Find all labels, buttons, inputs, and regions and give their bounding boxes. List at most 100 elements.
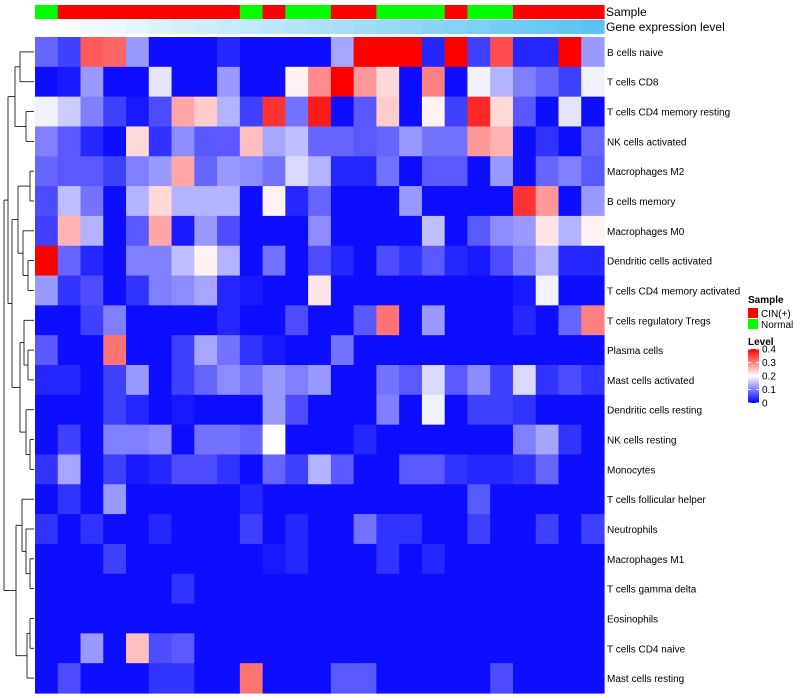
heatmap-cell — [262, 394, 286, 426]
heatmap-cell — [171, 663, 195, 694]
heatmap-cell — [103, 394, 127, 426]
heatmap-cell — [558, 335, 582, 366]
heatmap-cell — [512, 543, 537, 575]
heatmap-cell — [535, 454, 560, 485]
heatmap-cell — [421, 663, 446, 694]
heatmap-cell — [148, 66, 173, 98]
heatmap-cell — [444, 454, 469, 485]
gene-expression-annotation-cell — [581, 20, 605, 34]
heatmap-cell — [285, 245, 309, 277]
gene-expression-annotation-cell — [512, 20, 537, 34]
heatmap-cell — [35, 245, 59, 277]
heatmap-cell — [444, 633, 469, 664]
heatmap-cell — [581, 573, 605, 605]
heatmap-cell — [376, 543, 400, 575]
heatmap-cell — [148, 454, 173, 485]
heatmap-cell — [126, 514, 150, 545]
heatmap-cell — [535, 126, 560, 157]
heatmap-cell — [421, 484, 446, 515]
heatmap-cell — [490, 454, 514, 485]
heatmap-cell — [353, 335, 377, 366]
heatmap-cell — [239, 394, 264, 426]
heatmap-cell — [308, 275, 332, 306]
heatmap-cell — [308, 245, 332, 277]
heatmap-cell — [490, 543, 514, 575]
heatmap-cell — [467, 156, 491, 187]
heatmap-cell — [80, 454, 104, 485]
heatmap-cell — [308, 394, 332, 426]
row-label: NK cells activated — [607, 137, 686, 148]
heatmap-cell — [35, 215, 59, 247]
heatmap-cell — [535, 215, 560, 247]
level-tick-label: 0 — [762, 399, 768, 410]
heatmap-cell — [35, 573, 59, 605]
heatmap-cell — [217, 305, 241, 336]
heatmap-cell — [103, 424, 127, 456]
heatmap-cell — [399, 126, 423, 157]
heatmap-cell — [444, 543, 469, 575]
heatmap-cell — [80, 663, 104, 694]
heatmap-cell — [217, 394, 241, 426]
heatmap-cell — [285, 394, 309, 426]
heatmap-cell — [353, 37, 377, 68]
heatmap-cell — [353, 126, 377, 157]
heatmap-cell — [353, 424, 377, 456]
heatmap-cell — [262, 603, 286, 634]
heatmap-cell — [421, 365, 446, 396]
row-label: T cells gamma delta — [607, 585, 697, 596]
heatmap-cell — [35, 126, 59, 157]
heatmap-cell — [421, 543, 446, 575]
heatmap-cell — [35, 186, 59, 217]
heatmap-cell — [467, 186, 491, 217]
heatmap-cell — [353, 663, 377, 694]
heatmap-cell — [581, 66, 605, 98]
level-tick-label: 0.2 — [762, 372, 776, 383]
heatmap-cell — [171, 186, 195, 217]
heatmap-cell — [444, 156, 469, 187]
heatmap-cell — [194, 96, 218, 128]
heatmap-cell — [57, 633, 82, 664]
heatmap-cell — [467, 484, 491, 515]
heatmap-cell — [535, 156, 560, 187]
heatmap-cell — [285, 156, 309, 187]
heatmap-cell — [512, 424, 537, 456]
heatmap-cell — [57, 365, 82, 396]
heatmap-cell — [148, 186, 173, 217]
heatmap-cell — [262, 424, 286, 456]
heatmap-cell — [444, 275, 469, 306]
gene-expression-annotation-cell — [126, 20, 150, 34]
heatmap-cell — [126, 335, 150, 366]
heatmap-cell — [217, 96, 241, 128]
heatmap-cell — [126, 424, 150, 456]
heatmap-cell — [330, 633, 355, 664]
row-label: Eosinophils — [607, 614, 658, 625]
level-tick-label: 0.1 — [762, 385, 776, 396]
row-label: T cells follicular helper — [607, 495, 706, 506]
heatmap-cell — [330, 335, 355, 366]
heatmap-cell — [535, 543, 560, 575]
heatmap-cell — [444, 96, 469, 128]
heatmap-cell — [421, 126, 446, 157]
heatmap-cell — [285, 573, 309, 605]
heatmap-cell — [330, 275, 355, 306]
heatmap-cell — [490, 394, 514, 426]
heatmap-cell — [262, 245, 286, 277]
heatmap-cell — [330, 186, 355, 217]
sample-legend-title: Sample — [748, 295, 784, 306]
heatmap-cell — [353, 275, 377, 306]
heatmap-cell — [581, 454, 605, 485]
heatmap-cell — [57, 96, 82, 128]
heatmap-cell — [399, 663, 423, 694]
heatmap-cell — [103, 514, 127, 545]
heatmap-cell — [444, 365, 469, 396]
heatmap-cell — [126, 573, 150, 605]
heatmap-cell — [103, 633, 127, 664]
heatmap-cell — [421, 514, 446, 545]
heatmap-cell — [535, 484, 560, 515]
row-label: B cells naive — [607, 48, 664, 59]
heatmap-cell — [444, 66, 469, 98]
heatmap-cell — [239, 215, 264, 247]
heatmap-cell — [444, 245, 469, 277]
sample-annotation-cell — [285, 5, 309, 19]
heatmap-cell — [239, 305, 264, 336]
